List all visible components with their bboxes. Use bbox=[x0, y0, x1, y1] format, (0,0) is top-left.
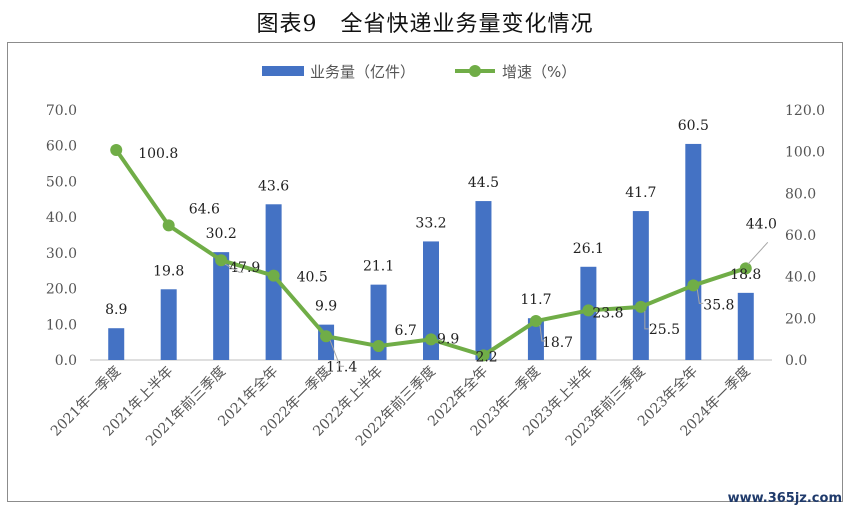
line-data-label: 100.8 bbox=[138, 146, 178, 162]
line-data-label: 35.8 bbox=[703, 297, 734, 313]
line-point bbox=[529, 315, 542, 328]
leader-line bbox=[644, 310, 649, 330]
y-right-tick-label: 40.0 bbox=[785, 270, 816, 286]
line-point bbox=[215, 254, 228, 267]
line-point bbox=[425, 333, 437, 346]
leader-line bbox=[747, 241, 769, 265]
line-data-label: 23.8 bbox=[592, 305, 623, 321]
bar bbox=[685, 143, 702, 360]
line-point bbox=[477, 349, 490, 362]
line-point bbox=[739, 262, 752, 275]
legend-line-label: 增速（%） bbox=[502, 63, 576, 81]
line-point bbox=[162, 219, 175, 232]
y-right-tick-label: 60.0 bbox=[785, 228, 816, 244]
line-data-label: 2.2 bbox=[475, 349, 497, 365]
bar-data-label: 19.8 bbox=[153, 263, 184, 279]
bar bbox=[213, 252, 230, 360]
line-point bbox=[634, 300, 647, 313]
line-data-label: 18.7 bbox=[542, 335, 573, 351]
y-right-tick-label: 120.0 bbox=[785, 103, 825, 119]
bar-data-label: 30.2 bbox=[206, 226, 237, 242]
bar-data-label: 11.7 bbox=[520, 292, 551, 308]
bar-data-label: 9.9 bbox=[315, 299, 337, 315]
leader-line bbox=[329, 340, 345, 367]
bar-data-label: 26.1 bbox=[573, 241, 604, 257]
bar-data-label: 43.6 bbox=[258, 178, 289, 194]
watermark: www.365jz.com bbox=[727, 491, 842, 506]
line-point bbox=[110, 144, 123, 156]
bar-data-label: 33.2 bbox=[415, 215, 446, 231]
bar bbox=[370, 284, 387, 360]
bar-data-label: 41.7 bbox=[625, 185, 656, 201]
bar bbox=[632, 211, 649, 360]
y-right-tick-label: 20.0 bbox=[785, 311, 816, 327]
bar-data-label: 21.1 bbox=[363, 259, 394, 275]
chart-frame bbox=[7, 42, 843, 502]
leader-line bbox=[539, 324, 546, 342]
y-left-tick-label: 0.0 bbox=[55, 353, 77, 369]
bar-data-label: 8.9 bbox=[105, 302, 127, 318]
bar bbox=[737, 292, 754, 360]
bar bbox=[160, 289, 177, 360]
y-left-tick-label: 10.0 bbox=[46, 317, 77, 333]
y-right-tick-label: 80.0 bbox=[785, 186, 816, 202]
bar-data-label: 60.5 bbox=[678, 118, 709, 134]
y-left-tick-label: 30.0 bbox=[46, 246, 77, 262]
y-left-tick-label: 20.0 bbox=[46, 282, 77, 298]
bar-data-label: 18.8 bbox=[730, 267, 761, 283]
line-data-label: 40.5 bbox=[297, 270, 328, 286]
line-data-label: 9.9 bbox=[437, 331, 459, 347]
bar bbox=[265, 204, 282, 360]
legend-line-marker bbox=[469, 65, 481, 77]
line-data-label: 25.5 bbox=[649, 322, 680, 338]
line-data-label: 6.7 bbox=[395, 323, 417, 339]
bar bbox=[108, 328, 125, 360]
bar bbox=[475, 201, 492, 360]
line-point bbox=[687, 279, 700, 292]
y-right-tick-label: 100.0 bbox=[785, 145, 825, 161]
line-data-label: 64.6 bbox=[189, 201, 220, 217]
leader-line bbox=[696, 289, 704, 304]
chart-title: 图表9 全省快递业务量变化情况 bbox=[256, 12, 594, 37]
y-left-tick-label: 50.0 bbox=[46, 174, 77, 190]
line-point bbox=[267, 269, 280, 282]
line-data-label: 47.9 bbox=[229, 260, 260, 276]
line-point bbox=[372, 340, 385, 353]
bar-data-label: 44.5 bbox=[468, 175, 499, 191]
y-right-tick-label: 0.0 bbox=[785, 353, 807, 369]
y-left-tick-label: 40.0 bbox=[46, 210, 77, 226]
y-left-tick-label: 60.0 bbox=[46, 139, 77, 155]
legend-bar-swatch bbox=[262, 66, 304, 76]
legend-bar-label: 业务量（亿件） bbox=[310, 63, 415, 81]
line-point bbox=[320, 330, 333, 343]
y-left-tick-label: 70.0 bbox=[46, 103, 77, 119]
line-point bbox=[582, 304, 595, 317]
line-data-label: 44.0 bbox=[746, 216, 777, 232]
bar bbox=[423, 241, 439, 360]
leader-line bbox=[224, 263, 244, 273]
line-data-label: 11.4 bbox=[326, 359, 357, 375]
